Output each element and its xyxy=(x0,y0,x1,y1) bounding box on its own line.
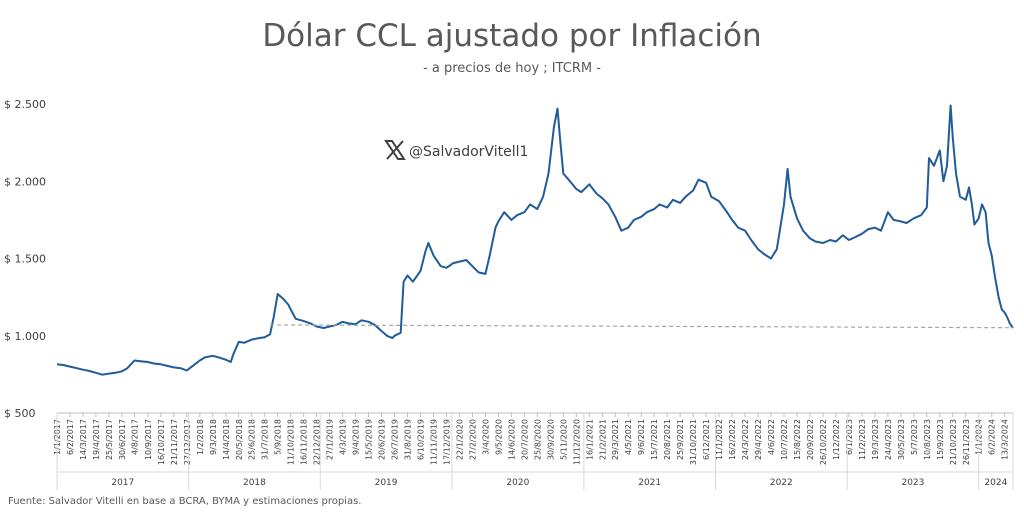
x-tick-label: 9/6/2021 xyxy=(637,419,646,455)
x-tick-label: 30/5/2023 xyxy=(897,419,906,460)
x-tick-label: 1/12/2022 xyxy=(832,419,841,460)
x-tick-label: 25/5/2017 xyxy=(105,419,114,460)
year-label: 2021 xyxy=(638,478,661,488)
x-tick-label: 21/2/2021 xyxy=(598,419,607,460)
x-tick-label: 22/12/2018 xyxy=(313,419,322,465)
chart-title: Dólar CCL ajustado por Inflación xyxy=(262,18,761,54)
x-tick-label: 20/9/2022 xyxy=(806,419,815,460)
x-tick-label: 21/11/2017 xyxy=(170,419,179,465)
year-label: 2018 xyxy=(243,478,266,488)
year-label: 2022 xyxy=(770,478,793,488)
x-tick-label: 9/4/2019 xyxy=(352,419,361,455)
x-tick-label: 14/3/2017 xyxy=(79,419,88,460)
y-tick-label: $ 2.000 xyxy=(4,175,46,188)
x-tick-label: 20/5/2018 xyxy=(235,419,244,460)
y-axis: $ 500 $ 1.000 $ 1.500 $ 2.000 $ 2.500 xyxy=(4,98,46,420)
x-logo-icon xyxy=(384,140,406,160)
year-label: 2023 xyxy=(901,478,924,488)
x-axis: 1/1/20176/2/201714/3/201719/4/201725/5/2… xyxy=(53,412,1014,490)
year-label: 2019 xyxy=(375,478,398,488)
x-tick-label: 11/12/2020 xyxy=(572,419,581,465)
twitter-annotation: @SalvadorVitell1 xyxy=(384,140,528,160)
x-tick-label: 25/6/2018 xyxy=(248,419,257,460)
x-tick-label: 29/3/2021 xyxy=(611,419,620,460)
x-tick-label: 4/5/2021 xyxy=(624,419,633,455)
x-tick-label: 6/2/2017 xyxy=(66,419,75,455)
x-tick-label: 31/8/2019 xyxy=(404,419,413,460)
reference-line xyxy=(270,324,1014,329)
x-tick-label: 14/4/2018 xyxy=(222,419,231,460)
x-tick-label: 4/3/2019 xyxy=(339,419,348,455)
x-tick-label: 5/9/2018 xyxy=(274,419,283,455)
x-tick-label: 16/2/2022 xyxy=(728,419,737,460)
x-tick-label: 5/11/2020 xyxy=(559,419,568,460)
x-tick-label: 27/2/2020 xyxy=(468,419,477,460)
x-tick-label: 31/7/2018 xyxy=(261,419,270,460)
x-tick-label: 26/7/2019 xyxy=(391,419,400,460)
y-tick-label: $ 1.000 xyxy=(4,330,46,343)
x-tick-label: 9/3/2018 xyxy=(209,419,218,455)
chart-subtitle: - a precios de hoy ; ITCRM - xyxy=(423,61,601,76)
series-line xyxy=(56,104,1014,376)
x-tick-label: 6/10/2019 xyxy=(417,419,426,460)
x-tick-label: 10/9/2017 xyxy=(144,419,153,460)
x-tick-label: 11/2/2023 xyxy=(858,419,867,460)
x-tick-label: 3/4/2020 xyxy=(481,419,490,455)
year-label: 2020 xyxy=(506,478,529,488)
x-tick-label: 13/3/2024 xyxy=(1001,419,1010,460)
x-tick-label: 25/8/2020 xyxy=(533,419,542,460)
x-tick-label: 5/7/2023 xyxy=(910,419,919,455)
x-tick-label: 6/1/2023 xyxy=(845,419,854,455)
x-tick-label: 16/1/2021 xyxy=(585,419,594,460)
x-tick-label: 4/6/2022 xyxy=(767,419,776,455)
x-tick-label: 21/10/2023 xyxy=(949,419,958,465)
year-label: 2017 xyxy=(111,478,134,488)
x-tick-label: 16/10/2017 xyxy=(157,419,166,465)
x-tick-label: 15/5/2019 xyxy=(365,419,374,460)
x-tick-label: 4/8/2017 xyxy=(131,419,140,455)
x-tick-label: 31/10/2021 xyxy=(689,419,698,465)
x-tick-label: 9/5/2020 xyxy=(494,419,503,455)
x-tick-label: 11/11/2019 xyxy=(429,419,438,465)
x-tick-label: 19/3/2023 xyxy=(871,419,880,460)
x-tick-label: 6/2/2024 xyxy=(988,419,997,455)
x-tick-label: 11/1/2022 xyxy=(715,419,724,460)
x-tick-label: 10/7/2022 xyxy=(780,419,789,460)
x-tick-label: 27/1/2019 xyxy=(326,419,335,460)
x-tick-label: 11/10/2018 xyxy=(287,419,296,465)
x-tick-label: 26/11/2023 xyxy=(962,419,971,465)
x-tick-label: 10/8/2023 xyxy=(923,419,932,460)
x-tick-label: 24/3/2022 xyxy=(741,419,750,460)
x-tick-label: 20/8/2021 xyxy=(663,419,672,460)
x-tick-label: 15/9/2023 xyxy=(936,419,945,460)
x-tick-label: 25/9/2021 xyxy=(676,419,685,460)
x-tick-label: 30/9/2020 xyxy=(546,419,555,460)
source-note: Fuente: Salvador Vitelli en base a BCRA,… xyxy=(8,496,361,507)
y-tick-label: $ 500 xyxy=(4,407,36,420)
x-tick-label: 1/2/2018 xyxy=(196,419,205,455)
x-tick-label: 27/12/2017 xyxy=(183,419,192,465)
x-tick-label: 17/12/2019 xyxy=(442,419,451,465)
x-tick-label: 15/8/2022 xyxy=(793,419,802,460)
x-tick-label: 19/4/2017 xyxy=(92,419,101,460)
plot-area xyxy=(56,104,1014,376)
x-tick-label: 24/4/2023 xyxy=(884,419,893,460)
twitter-handle: @SalvadorVitell1 xyxy=(409,144,528,160)
y-tick-label: $ 2.500 xyxy=(4,98,46,111)
x-tick-label: 30/6/2017 xyxy=(118,419,127,460)
x-tick-label: 14/6/2020 xyxy=(507,419,516,460)
x-tick-label: 26/10/2022 xyxy=(819,419,828,465)
x-tick-label: 16/11/2018 xyxy=(300,419,309,465)
year-label: 2024 xyxy=(984,478,1007,488)
x-tick-label: 20/7/2020 xyxy=(520,419,529,460)
y-tick-label: $ 1.500 xyxy=(4,253,46,266)
x-tick-label: 29/4/2022 xyxy=(754,419,763,460)
x-tick-label: 22/1/2020 xyxy=(455,419,464,460)
x-tick-label: 20/6/2019 xyxy=(378,419,387,460)
x-tick-label: 15/7/2021 xyxy=(650,419,659,460)
x-tick-label: 6/12/2021 xyxy=(702,419,711,460)
